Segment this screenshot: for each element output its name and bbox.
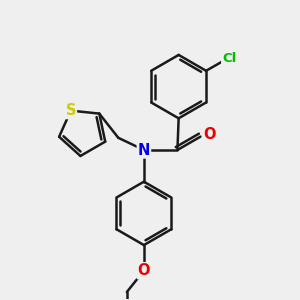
Text: S: S <box>65 103 76 118</box>
Text: N: N <box>138 142 150 158</box>
Text: O: O <box>203 127 215 142</box>
Text: O: O <box>138 263 150 278</box>
Text: Cl: Cl <box>222 52 236 65</box>
